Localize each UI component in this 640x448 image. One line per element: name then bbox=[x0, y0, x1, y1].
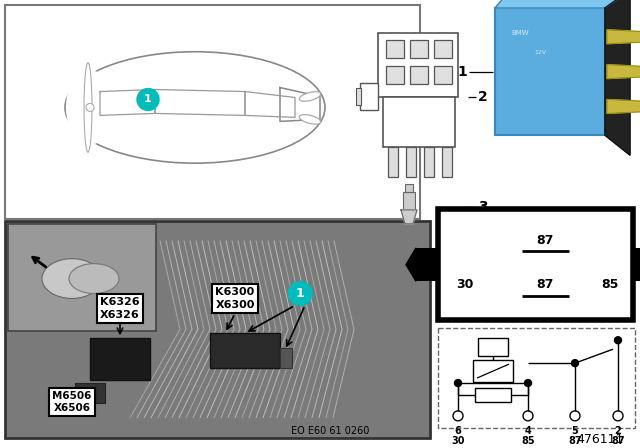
Bar bbox=[383, 98, 455, 147]
Text: K6300
X6300: K6300 X6300 bbox=[215, 287, 255, 310]
Text: 6: 6 bbox=[454, 426, 461, 436]
Text: 1: 1 bbox=[144, 95, 152, 104]
Circle shape bbox=[614, 337, 621, 344]
Text: 4: 4 bbox=[525, 426, 531, 436]
Ellipse shape bbox=[69, 263, 119, 293]
Bar bbox=[386, 40, 404, 58]
Circle shape bbox=[525, 379, 531, 387]
Ellipse shape bbox=[65, 52, 325, 163]
Text: 87: 87 bbox=[536, 278, 554, 291]
Bar bbox=[360, 82, 378, 110]
Text: K6326
X6326: K6326 X6326 bbox=[100, 297, 140, 319]
Bar bbox=[478, 338, 508, 356]
Text: 2: 2 bbox=[478, 90, 488, 104]
Text: M6506
X6506: M6506 X6506 bbox=[52, 391, 92, 413]
Polygon shape bbox=[495, 0, 630, 8]
Bar bbox=[473, 360, 513, 382]
Polygon shape bbox=[605, 0, 630, 155]
Bar bbox=[410, 40, 428, 58]
Bar bbox=[410, 66, 428, 84]
Polygon shape bbox=[155, 90, 245, 116]
Bar bbox=[356, 87, 361, 105]
Bar bbox=[633, 248, 640, 281]
Text: 3: 3 bbox=[478, 200, 488, 214]
Circle shape bbox=[86, 103, 94, 112]
Polygon shape bbox=[607, 30, 640, 44]
Text: 1: 1 bbox=[457, 65, 467, 79]
Polygon shape bbox=[607, 99, 640, 113]
Text: 30: 30 bbox=[451, 436, 465, 446]
Bar bbox=[475, 388, 511, 402]
Text: BMW: BMW bbox=[511, 30, 529, 36]
Bar bbox=[75, 383, 105, 403]
Bar bbox=[5, 221, 430, 438]
Bar bbox=[424, 147, 434, 177]
Text: 87: 87 bbox=[536, 233, 554, 246]
Bar bbox=[495, 8, 605, 135]
Bar bbox=[280, 348, 292, 368]
Circle shape bbox=[454, 379, 461, 387]
Bar bbox=[442, 147, 452, 177]
Ellipse shape bbox=[300, 115, 321, 124]
Bar bbox=[405, 184, 413, 192]
Text: EO E60 61 0260: EO E60 61 0260 bbox=[291, 426, 369, 436]
Polygon shape bbox=[401, 210, 417, 224]
Circle shape bbox=[288, 281, 312, 306]
Text: 85: 85 bbox=[601, 278, 618, 291]
Text: 87: 87 bbox=[568, 436, 582, 446]
Bar bbox=[378, 33, 458, 98]
Circle shape bbox=[570, 411, 580, 421]
Bar bbox=[438, 209, 633, 320]
Ellipse shape bbox=[84, 63, 92, 152]
Text: 87: 87 bbox=[611, 436, 625, 446]
Text: 1: 1 bbox=[296, 287, 305, 300]
Text: 30: 30 bbox=[456, 278, 474, 291]
Bar bbox=[386, 66, 404, 84]
Bar bbox=[403, 192, 415, 210]
Circle shape bbox=[453, 411, 463, 421]
Bar bbox=[210, 333, 280, 368]
Circle shape bbox=[572, 360, 579, 366]
Bar bbox=[406, 147, 416, 177]
Ellipse shape bbox=[66, 70, 114, 145]
Polygon shape bbox=[280, 87, 320, 121]
Text: 476111: 476111 bbox=[576, 433, 624, 446]
Circle shape bbox=[137, 89, 159, 110]
Circle shape bbox=[523, 411, 533, 421]
Bar bbox=[90, 338, 150, 380]
Polygon shape bbox=[607, 65, 640, 78]
Circle shape bbox=[613, 411, 623, 421]
Polygon shape bbox=[406, 248, 416, 281]
Text: 12V: 12V bbox=[534, 50, 546, 55]
Bar bbox=[438, 328, 635, 428]
Bar bbox=[416, 248, 438, 281]
Bar bbox=[5, 5, 420, 219]
Ellipse shape bbox=[42, 258, 102, 298]
Bar bbox=[434, 40, 452, 58]
Ellipse shape bbox=[300, 92, 321, 101]
Text: 85: 85 bbox=[521, 436, 535, 446]
Bar bbox=[434, 66, 452, 84]
Text: 5: 5 bbox=[572, 426, 579, 436]
Bar bbox=[388, 147, 398, 177]
Bar bbox=[8, 224, 156, 331]
Text: 2: 2 bbox=[614, 426, 621, 436]
